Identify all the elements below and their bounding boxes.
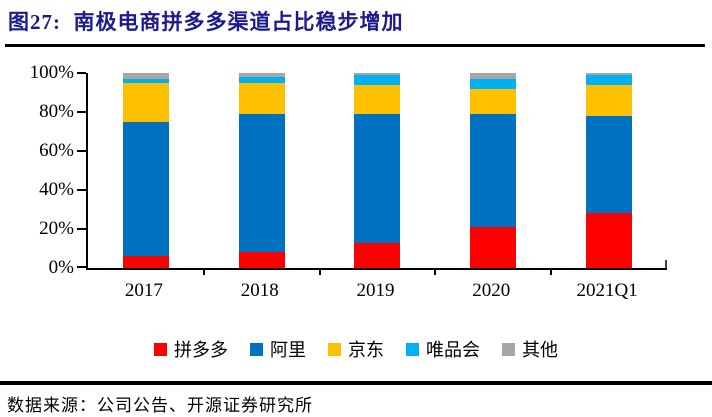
bar-segment-其他	[354, 73, 401, 75]
legend-swatch-icon	[406, 342, 419, 356]
legend-item-拼多多: 拼多多	[154, 336, 228, 362]
bar-category-2021Q1	[551, 73, 667, 268]
x-axis-label: 2019	[356, 280, 395, 301]
stacked-bar-2017	[122, 73, 169, 268]
legend-item-京东: 京东	[328, 336, 384, 362]
bar-segment-其他	[470, 73, 517, 79]
bar-segment-唯品会	[470, 78, 517, 89]
bar-segment-京东	[470, 88, 517, 114]
x-axis-label: 2017	[124, 280, 163, 301]
legend-item-其他: 其他	[502, 336, 558, 362]
bar-segment-京东	[354, 84, 401, 114]
legend-label: 阿里	[270, 340, 306, 360]
bar-segment-阿里	[470, 113, 517, 228]
stacked-bar-chart: 2017 2018 2019 2020 2021Q1 100% 80% 60% 40% 20% 0…	[0, 60, 712, 315]
x-axis-tick	[550, 268, 553, 275]
chart-legend: 拼多多 阿里 京东 唯品会 其他	[0, 336, 712, 362]
bar-category-2018	[204, 73, 320, 268]
legend-swatch-icon	[328, 342, 341, 356]
bar-segment-京东	[238, 82, 285, 114]
x-axis-label: 2021Q1	[576, 280, 638, 301]
stacked-bar-2019	[354, 73, 401, 268]
x-axis-labels: 2017 2018 2019 2020 2021Q1	[86, 280, 665, 302]
bar-segment-阿里	[354, 113, 401, 243]
bar-segment-拼多多	[470, 227, 517, 268]
bar-segment-京东	[122, 82, 169, 122]
figure-title: 图27: 南极电商拼多多渠道占比稳步增加	[8, 10, 404, 34]
x-axis-tick	[202, 268, 205, 275]
data-source-note: 数据来源：公司公告、开源证券研究所	[7, 396, 313, 415]
x-axis-end-tick	[665, 260, 667, 268]
x-axis-tick	[318, 268, 321, 275]
y-axis-tick	[77, 266, 86, 268]
y-axis-tick-label: 0%	[48, 257, 74, 278]
y-axis-tick	[77, 228, 86, 230]
bar-segment-唯品会	[354, 74, 401, 85]
legend-swatch-icon	[502, 342, 515, 356]
bar-segment-唯品会	[122, 78, 169, 83]
y-axis-tick	[77, 111, 86, 113]
stacked-bar-2018	[238, 73, 285, 268]
bar-segment-阿里	[586, 115, 633, 214]
stacked-bar-2021Q1	[586, 73, 633, 268]
bar-segment-拼多多	[586, 213, 633, 268]
bar-segment-其他	[238, 73, 285, 77]
bar-category-2020	[435, 73, 551, 268]
y-axis-tick-label: 100%	[29, 62, 74, 83]
y-axis-tick	[77, 189, 86, 191]
bar-segment-其他	[122, 73, 169, 79]
stacked-bar-2020	[470, 73, 517, 268]
bar-category-2017	[88, 73, 204, 268]
x-axis-label: 2020	[472, 280, 511, 301]
x-axis-label: 2018	[240, 280, 279, 301]
legend-swatch-icon	[154, 342, 167, 356]
legend-item-阿里: 阿里	[250, 336, 306, 362]
legend-label: 唯品会	[426, 340, 480, 360]
bar-segment-其他	[586, 73, 633, 75]
legend-swatch-icon	[250, 342, 263, 356]
bar-segment-拼多多	[122, 256, 169, 268]
bar-segment-阿里	[122, 121, 169, 257]
bars-row	[88, 73, 667, 268]
legend-label: 其他	[522, 340, 558, 360]
y-axis-tick-label: 80%	[39, 101, 74, 122]
legend-label: 拼多多	[174, 340, 228, 360]
legend-label: 京东	[348, 340, 384, 360]
bar-segment-拼多多	[354, 242, 401, 268]
bar-segment-京东	[586, 84, 633, 116]
bar-segment-唯品会	[238, 76, 285, 83]
bar-category-2019	[320, 73, 436, 268]
y-axis-tick-label: 20%	[39, 218, 74, 239]
y-axis-tick-label: 60%	[39, 140, 74, 161]
footer-divider	[0, 381, 712, 385]
title-divider	[5, 44, 705, 47]
y-axis-tick-label: 40%	[39, 179, 74, 200]
y-axis-tick	[77, 150, 86, 152]
legend-item-唯品会: 唯品会	[406, 336, 480, 362]
bar-segment-拼多多	[238, 252, 285, 268]
bar-segment-唯品会	[586, 74, 633, 85]
plot-area	[77, 72, 667, 275]
x-axis-tick	[434, 268, 437, 275]
bar-segment-阿里	[238, 113, 285, 253]
y-axis-tick	[77, 72, 86, 74]
